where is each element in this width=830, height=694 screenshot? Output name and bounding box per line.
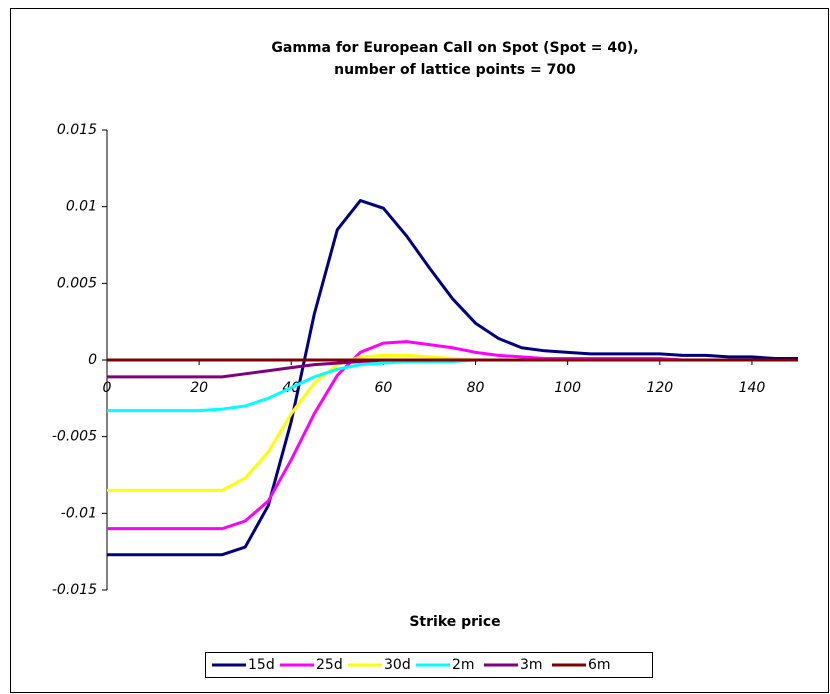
y-tick-label: 0.01 xyxy=(66,199,97,215)
x-tick-label: 0 xyxy=(103,380,112,396)
legend-label: 15d xyxy=(248,657,275,673)
chart-title: Gamma for European Call on Spot (Spot = … xyxy=(271,40,638,56)
legend-label: 6m xyxy=(588,657,611,673)
y-tick-label: 0.005 xyxy=(57,275,97,291)
legend-label: 25d xyxy=(316,657,343,673)
y-tick-label: 0 xyxy=(88,352,97,368)
y-tick-label: -0.005 xyxy=(52,429,97,445)
legend-label: 3m xyxy=(520,657,543,673)
x-tick-label: 60 xyxy=(374,380,392,396)
chart-title: number of lattice points = 700 xyxy=(334,62,576,78)
chart-frame xyxy=(10,8,829,693)
legend-label: 2m xyxy=(452,657,475,673)
series-line xyxy=(107,199,798,557)
y-tick-label: -0.015 xyxy=(52,582,97,598)
y-tick-label: 0.015 xyxy=(57,122,97,138)
legend-label: 30d xyxy=(384,657,411,673)
x-tick-label: 140 xyxy=(739,380,766,396)
x-tick-label: 100 xyxy=(554,380,581,396)
x-axis-label: Strike price xyxy=(409,614,500,630)
x-tick-label: 120 xyxy=(646,380,673,396)
x-tick-label: 80 xyxy=(467,380,485,396)
y-tick-label: -0.01 xyxy=(61,505,97,521)
x-tick-label: 20 xyxy=(190,380,208,396)
